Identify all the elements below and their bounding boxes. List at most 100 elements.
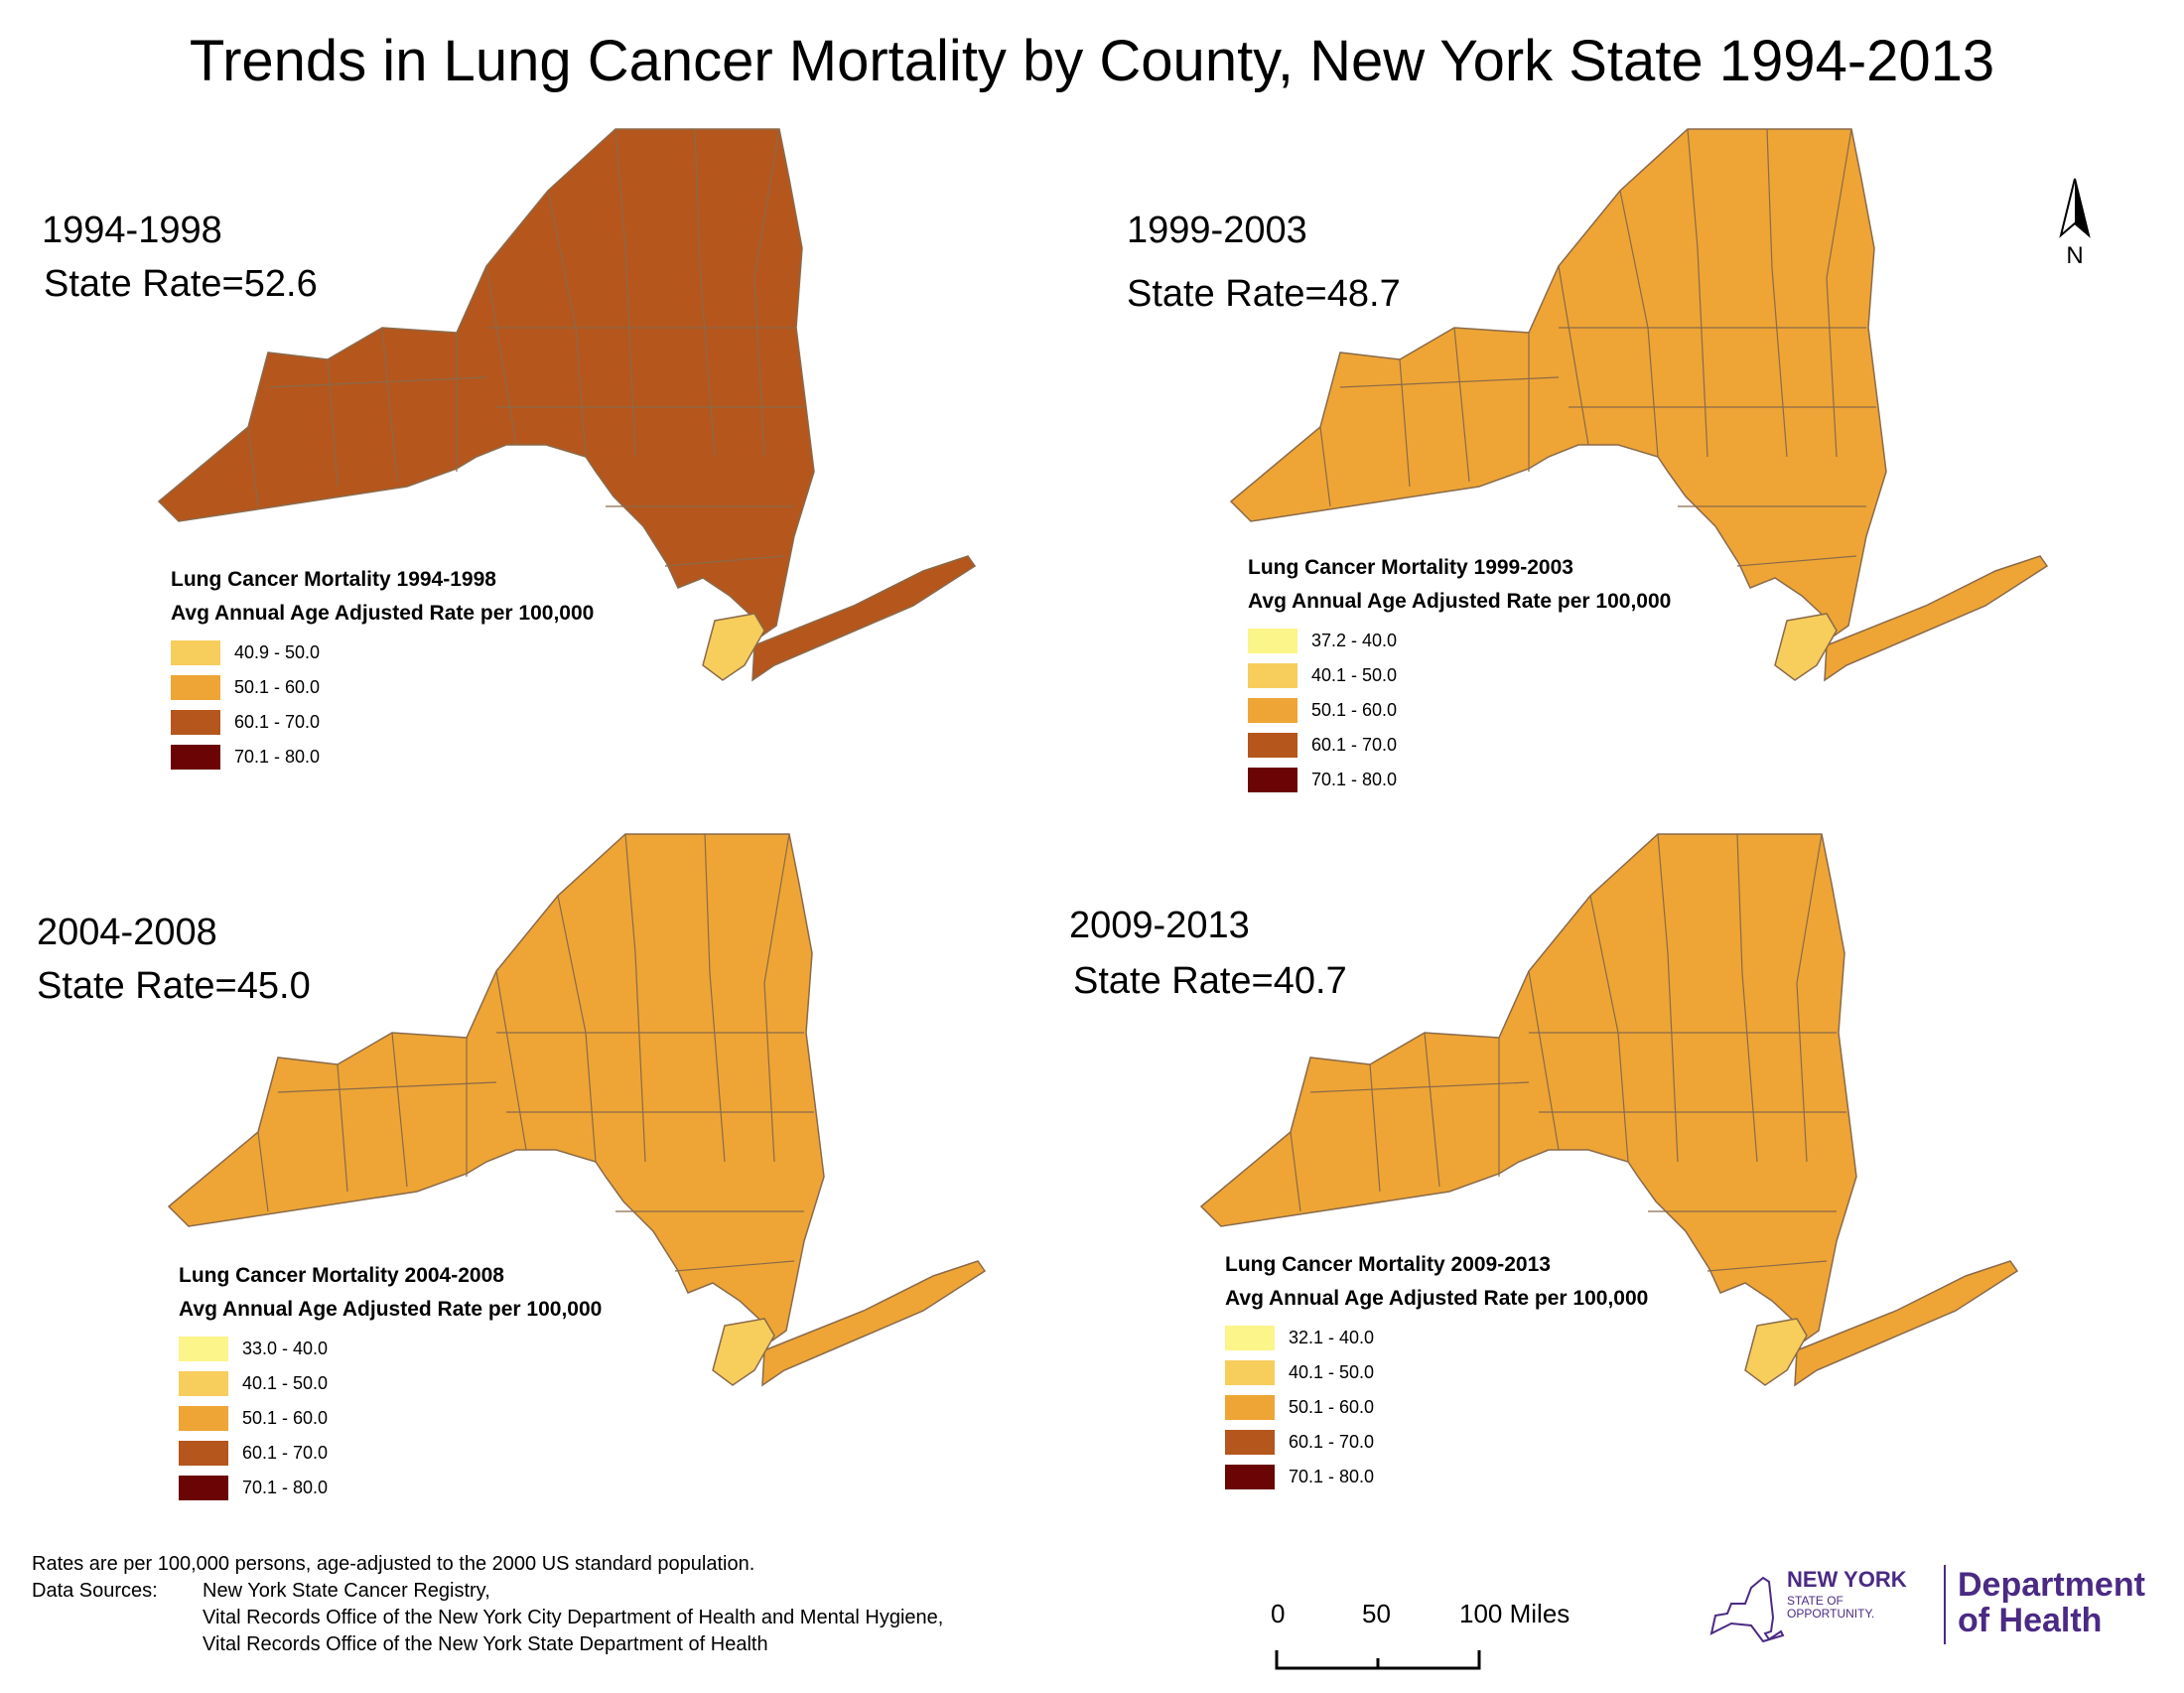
legend-label: 32.1 - 40.0 <box>1289 1328 1375 1347</box>
panel-1-header: 1994-1998 State Rate=52.6 <box>42 204 318 311</box>
nyc-boroughs <box>1744 1318 1808 1386</box>
panel-4-period: 2009-2013 <box>1069 905 1250 946</box>
legend-class-0: 32.1 - 40.0 <box>1225 1321 1648 1355</box>
scale-tick-50: 50 <box>1362 1599 1391 1628</box>
legend-label: 40.9 - 50.0 <box>234 642 321 662</box>
legend-swatch <box>171 745 220 770</box>
north-label: N <box>2066 242 2083 269</box>
footnotes: Rates are per 100,000 persons, age-adjus… <box>32 1551 943 1658</box>
legend-swatch <box>1248 733 1297 758</box>
legend-label: 37.2 - 40.0 <box>1311 631 1398 650</box>
state-outline <box>1199 833 1857 1342</box>
legend-label: 60.1 - 70.0 <box>242 1443 329 1463</box>
panel-4-state-rate: State Rate=40.7 <box>1073 960 1347 1002</box>
legend-swatch <box>1225 1430 1275 1455</box>
scale-tick-100: 100 Miles <box>1459 1599 1570 1628</box>
legend-class-2: 60.1 - 70.0 <box>171 705 594 740</box>
legend-class-0: 37.2 - 40.0 <box>1248 624 1671 658</box>
long-island <box>1794 1260 2019 1387</box>
state-outline <box>1229 128 1887 637</box>
legend-class-4: 70.1 - 80.0 <box>1248 763 1671 797</box>
legend-swatch <box>171 675 220 700</box>
nyc-boroughs <box>712 1318 775 1386</box>
legend-swatch <box>171 640 220 665</box>
legend-class-3: 60.1 - 70.0 <box>179 1436 602 1471</box>
legend-2004-2008: Lung Cancer Mortality 2004-2008 Avg Annu… <box>179 1264 602 1505</box>
legend-label: 33.0 - 40.0 <box>242 1339 329 1358</box>
legend-label: 60.1 - 70.0 <box>1289 1432 1375 1452</box>
map-2009-2013 <box>1199 833 2184 1529</box>
legend-title: Lung Cancer Mortality 1994-1998 <box>171 568 496 591</box>
legend-1999-2003: Lung Cancer Mortality 1999-2003 Avg Annu… <box>1248 556 1671 797</box>
data-sources-label: Data Sources: <box>32 1580 158 1602</box>
rates-note: Rates are per 100,000 persons, age-adjus… <box>32 1553 755 1575</box>
legend-swatch <box>1225 1465 1275 1489</box>
legend-swatch <box>179 1441 228 1466</box>
legend-subtitle: Avg Annual Age Adjusted Rate per 100,000 <box>179 1298 603 1321</box>
data-source-2: Vital Records Office of the New York Cit… <box>203 1607 944 1628</box>
legend-class-3: 60.1 - 70.0 <box>1248 728 1671 763</box>
state-outline <box>167 833 825 1342</box>
legend-label: 50.1 - 60.0 <box>1289 1397 1375 1417</box>
legend-2009-2013: Lung Cancer Mortality 2009-2013 Avg Annu… <box>1225 1253 1648 1494</box>
panel-1-state-rate: State Rate=52.6 <box>44 263 318 305</box>
map-2004-2008 <box>167 833 1161 1529</box>
legend-title: Lung Cancer Mortality 1999-2003 <box>1248 556 1573 579</box>
state-outline <box>157 128 815 637</box>
legend-swatch <box>1225 1395 1275 1420</box>
legend-class-1: 40.1 - 50.0 <box>1248 658 1671 693</box>
panel-1-period: 1994-1998 <box>42 210 222 251</box>
long-island <box>761 1260 987 1387</box>
legend-label: 40.1 - 50.0 <box>242 1373 329 1393</box>
panel-2-state-rate: State Rate=48.7 <box>1127 273 1401 315</box>
county-boundaries <box>1290 833 1846 1272</box>
data-source-1: New York State Cancer Registry, <box>203 1580 490 1602</box>
panel-2-period: 1999-2003 <box>1127 210 1307 251</box>
legend-label: 40.1 - 50.0 <box>1289 1362 1375 1382</box>
north-arrow-icon: N <box>2045 174 2105 273</box>
legend-label: 70.1 - 80.0 <box>234 747 321 767</box>
panel-3-period: 2004-2008 <box>37 912 217 953</box>
county-boundaries <box>247 128 804 567</box>
legend-class-2: 50.1 - 60.0 <box>179 1401 602 1436</box>
legend-class-1: 40.1 - 50.0 <box>1225 1355 1648 1390</box>
map-1994-1998 <box>157 128 1152 824</box>
panel-2-header: 1999-2003 State Rate=48.7 <box>1127 204 1401 321</box>
legend-label: 60.1 - 70.0 <box>1311 735 1398 755</box>
legend-class-0: 40.9 - 50.0 <box>171 635 594 670</box>
scale-tick-0: 0 <box>1271 1599 1286 1628</box>
county-boundaries <box>1319 128 1876 567</box>
county-boundaries <box>257 833 814 1272</box>
nyc-boroughs <box>1774 613 1838 681</box>
legend-label: 50.1 - 60.0 <box>234 677 321 697</box>
legend-class-2: 50.1 - 60.0 <box>1248 693 1671 728</box>
legend-label: 70.1 - 80.0 <box>242 1478 329 1497</box>
legend-label: 50.1 - 60.0 <box>242 1408 329 1428</box>
panel-3-state-rate: State Rate=45.0 <box>37 965 311 1007</box>
legend-class-2: 50.1 - 60.0 <box>1225 1390 1648 1425</box>
legend-swatch <box>179 1337 228 1361</box>
legend-subtitle: Avg Annual Age Adjusted Rate per 100,000 <box>171 602 595 625</box>
scale-bar: 0 50 100 Miles <box>1271 1599 1598 1693</box>
legend-subtitle: Avg Annual Age Adjusted Rate per 100,000 <box>1225 1287 1649 1310</box>
legend-swatch <box>1225 1326 1275 1350</box>
logo-department: Department of Health <box>1958 1566 2145 1639</box>
legend-class-3: 70.1 - 80.0 <box>171 740 594 775</box>
legend-swatch <box>179 1371 228 1396</box>
page-title: Trends in Lung Cancer Mortality by Count… <box>189 29 1995 93</box>
legend-swatch <box>179 1406 228 1431</box>
legend-class-3: 60.1 - 70.0 <box>1225 1425 1648 1460</box>
legend-swatch <box>1225 1360 1275 1385</box>
legend-label: 50.1 - 60.0 <box>1311 700 1398 720</box>
legend-subtitle: Avg Annual Age Adjusted Rate per 100,000 <box>1248 590 1672 613</box>
legend-label: 60.1 - 70.0 <box>234 712 321 732</box>
logo-new-york: NEW YORK <box>1787 1567 1907 1592</box>
legend-swatch <box>1248 768 1297 792</box>
nys-outline-icon <box>1709 1576 1785 1643</box>
data-sources: Data Sources: New York State Cancer Regi… <box>32 1578 943 1658</box>
long-island <box>751 555 977 682</box>
legend-swatch <box>171 710 220 735</box>
panel-3-header: 2004-2008 State Rate=45.0 <box>37 906 311 1013</box>
logo-tagline: STATE OF OPPORTUNITY. <box>1787 1594 1875 1621</box>
legend-label: 40.1 - 50.0 <box>1311 665 1398 685</box>
